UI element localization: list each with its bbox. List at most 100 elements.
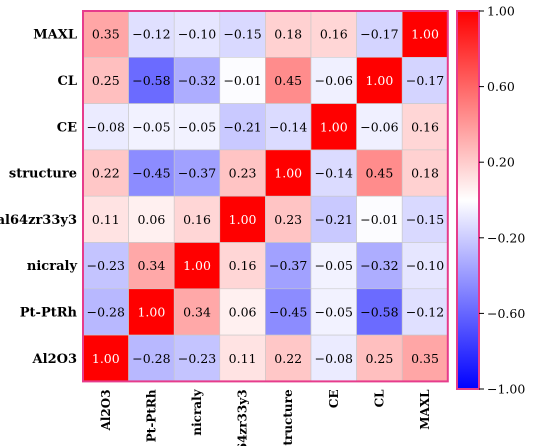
colorbar-gradient	[456, 10, 480, 390]
heatmap-cell	[173, 103, 221, 151]
cell-value-label: −0.08	[87, 119, 125, 134]
heatmap-cell	[401, 195, 449, 243]
heatmap-cell	[265, 10, 312, 58]
heatmap-cell	[265, 56, 312, 104]
cell-value-label: −0.01	[360, 212, 398, 227]
column-label: al64zr33y3	[236, 389, 250, 446]
cell-value-label: −0.05	[315, 304, 353, 319]
cell-value-label: 0.16	[229, 258, 257, 273]
cell-value-label: −0.21	[223, 119, 261, 134]
heatmap-cell	[128, 103, 175, 151]
heatmap-cell	[356, 149, 403, 197]
heatmap-cell	[310, 103, 357, 151]
heatmap-cell	[219, 103, 266, 151]
heatmap-cell	[401, 242, 449, 290]
row-label: structure	[9, 167, 77, 182]
heatmap-cell	[310, 242, 357, 290]
cell-value-label: −0.37	[178, 166, 216, 181]
heatmap-cells: 0.35 −0.12 −0.10 −0.15 0.18 0.16 −0.17 1.00 0.25…	[82, 10, 449, 382]
cell-value-label: −0.58	[360, 304, 398, 319]
colorbar-tick-label: 1.00	[487, 4, 515, 19]
column-labels: Al2O3 Pt-PtRh nicraly al64zr33y3 structure CE…	[99, 388, 432, 446]
cell-value-label: −0.12	[406, 304, 444, 319]
column-label: structure	[281, 389, 295, 446]
cell-value-label: 1.00	[137, 304, 165, 319]
cell-value-label: −0.08	[315, 351, 353, 366]
cell-value-label: −0.45	[132, 166, 170, 181]
column-label: CE	[327, 389, 341, 408]
cell-value-label: 1.00	[183, 258, 211, 273]
heatmap-cell	[219, 10, 266, 58]
cell-value-label: 0.45	[274, 73, 302, 88]
row-label: Al2O3	[32, 352, 77, 367]
row-label: nicraly	[27, 259, 78, 274]
colorbar-tick-label: −0.60	[487, 306, 525, 321]
cell-value-label: 0.25	[365, 351, 393, 366]
column-label: MAXL	[418, 389, 432, 430]
cell-value-label: −0.15	[223, 27, 261, 42]
cell-value-label: 1.00	[411, 27, 439, 42]
cell-value-label: 0.23	[274, 212, 302, 227]
cell-value-label: 0.22	[92, 166, 120, 181]
colorbar-tick-label: −1.00	[487, 382, 525, 397]
heatmap-cell	[128, 288, 175, 336]
heatmap-cell	[310, 195, 357, 243]
cell-value-label: −0.15	[406, 212, 444, 227]
cell-value-label: 0.25	[92, 73, 120, 88]
cell-value-label: 1.00	[320, 119, 348, 134]
cell-value-label: 1.00	[229, 212, 257, 227]
cell-value-label: 0.34	[183, 304, 211, 319]
colorbar-ticks: 1.00 0.60 0.20 −0.20 −0.60 −1.00	[479, 4, 525, 397]
cell-value-label: 0.16	[411, 119, 439, 134]
heatmap-cell	[401, 288, 449, 336]
heatmap-cell	[265, 195, 312, 243]
heatmap-cell	[219, 56, 266, 104]
cell-value-label: 1.00	[92, 351, 120, 366]
heatmap-cell	[219, 195, 266, 243]
heatmap-cell	[356, 288, 403, 336]
cell-value-label: 0.11	[92, 212, 120, 227]
heatmap-cell	[173, 195, 221, 243]
cell-value-label: 0.45	[365, 166, 393, 181]
cell-value-label: −0.28	[87, 304, 125, 319]
heatmap-cell	[265, 288, 312, 336]
heatmap-cell	[310, 56, 357, 104]
cell-value-label: −0.01	[223, 73, 261, 88]
cell-value-label: −0.06	[360, 119, 398, 134]
cell-value-label: −0.05	[315, 258, 353, 273]
cell-value-label: −0.05	[132, 119, 170, 134]
cell-value-label: 0.23	[229, 166, 257, 181]
row-label: CL	[58, 74, 78, 89]
cell-value-label: −0.45	[269, 304, 307, 319]
cell-value-label: −0.23	[87, 258, 125, 273]
cell-value-label: −0.23	[178, 351, 216, 366]
heatmap-cell	[82, 149, 129, 197]
heatmap-cell	[310, 288, 357, 336]
cell-value-label: 0.11	[229, 351, 257, 366]
cell-value-label: −0.14	[269, 119, 307, 134]
colorbar: 1.00 0.60 0.20 −0.20 −0.60 −1.00	[456, 4, 525, 397]
cell-value-label: −0.12	[132, 27, 170, 42]
heatmap-cell	[128, 242, 175, 290]
cell-value-label: 0.16	[320, 27, 348, 42]
plot-border	[82, 10, 449, 383]
heatmap-cell	[128, 56, 175, 104]
colorbar-tick-label: 0.60	[487, 79, 515, 94]
heatmap-cell	[173, 288, 221, 336]
heatmap-cell	[265, 149, 312, 197]
column-label: CL	[372, 389, 386, 408]
column-label: Al2O3	[99, 389, 113, 431]
cell-value-label: −0.32	[178, 73, 216, 88]
heatmap-cell	[356, 195, 403, 243]
cell-value-label: −0.17	[360, 27, 398, 42]
cell-value-label: 0.35	[92, 27, 120, 42]
row-label: MAXL	[33, 28, 77, 43]
cell-value-label: 0.18	[411, 166, 439, 181]
column-label: nicraly	[190, 388, 204, 435]
row-labels: MAXL CL CE structure al64zr33y3 nicraly Pt-PtR…	[0, 28, 78, 367]
cell-value-label: −0.05	[178, 119, 216, 134]
cell-value-label: 0.35	[411, 351, 439, 366]
cell-value-label: 0.16	[183, 212, 211, 227]
cell-value-label: −0.37	[269, 258, 307, 273]
colorbar-tick-label: 0.20	[487, 155, 515, 170]
